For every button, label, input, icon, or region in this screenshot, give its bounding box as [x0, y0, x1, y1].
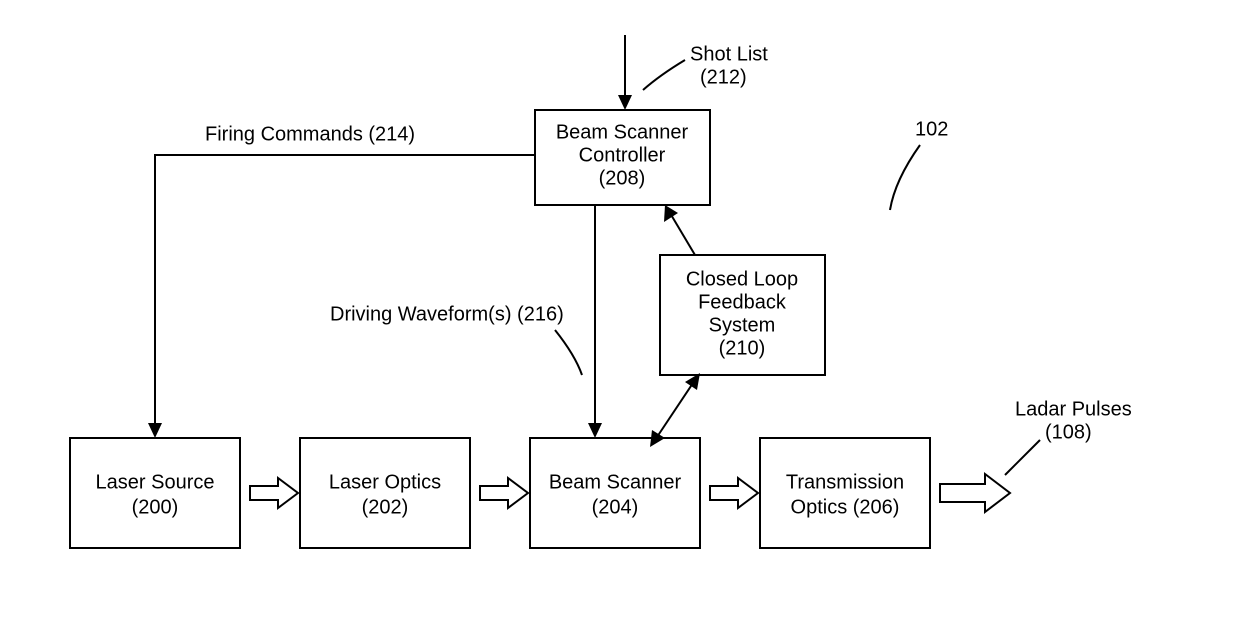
node-ref: (202): [362, 496, 409, 518]
svg-text:Ladar Pulses: Ladar Pulses: [1015, 398, 1132, 420]
svg-text:Shot List: Shot List: [690, 43, 768, 65]
edge-beamscanner-to-transmission: [710, 478, 758, 508]
label-driving-waveforms: Driving Waveform(s) (216): [330, 303, 582, 375]
edge-transmission-out: [940, 474, 1010, 512]
node-ref: (200): [132, 496, 179, 518]
node-label: Laser Optics: [329, 471, 441, 493]
edge-controller-to-beamscanner: [588, 205, 602, 438]
label-ladar-pulses: Ladar Pulses (108): [1005, 398, 1132, 475]
label-ref-102: 102: [890, 118, 948, 210]
node-ref: Optics (206): [791, 496, 900, 518]
node-transmission-optics: Transmission Optics (206): [760, 438, 930, 548]
node-beam-scanner: Beam Scanner (204): [530, 438, 700, 548]
edge-controller-to-lasersource: [148, 155, 535, 438]
node-label: System: [709, 314, 776, 336]
svg-text:(212): (212): [700, 66, 747, 88]
svg-text:Driving Waveform(s) (216): Driving Waveform(s) (216): [330, 303, 564, 325]
node-label: Feedback: [698, 291, 787, 313]
node-ref: (208): [599, 167, 646, 189]
edge-laseroptics-to-beamscanner: [480, 478, 528, 508]
edge-beamscanner-feedback: [650, 373, 700, 447]
node-label: Laser Source: [96, 471, 215, 493]
svg-text:Firing Commands (214): Firing Commands (214): [205, 123, 415, 145]
edge-shotlist-to-controller: [618, 35, 632, 110]
node-label: Closed Loop: [686, 268, 798, 290]
label-firing-commands: Firing Commands (214): [205, 123, 415, 145]
svg-text:(108): (108): [1045, 421, 1092, 443]
edge-lasersource-to-laseroptics: [250, 478, 298, 508]
label-shot-list: Shot List (212): [643, 43, 768, 90]
svg-text:102: 102: [915, 118, 948, 140]
node-laser-optics: Laser Optics (202): [300, 438, 470, 548]
node-ref: (204): [592, 496, 639, 518]
node-feedback: Closed Loop Feedback System (210): [660, 255, 825, 375]
node-ref: (210): [719, 337, 766, 359]
node-label: Beam Scanner: [549, 471, 682, 493]
node-label: Transmission: [786, 471, 904, 493]
node-label: Beam Scanner: [556, 121, 689, 143]
node-label: Controller: [579, 144, 666, 166]
node-laser-source: Laser Source (200): [70, 438, 240, 548]
diagram-canvas: Laser Source (200) Laser Optics (202) Be…: [0, 0, 1240, 639]
edge-feedback-to-controller: [664, 205, 695, 255]
node-controller: Beam Scanner Controller (208): [535, 110, 710, 205]
